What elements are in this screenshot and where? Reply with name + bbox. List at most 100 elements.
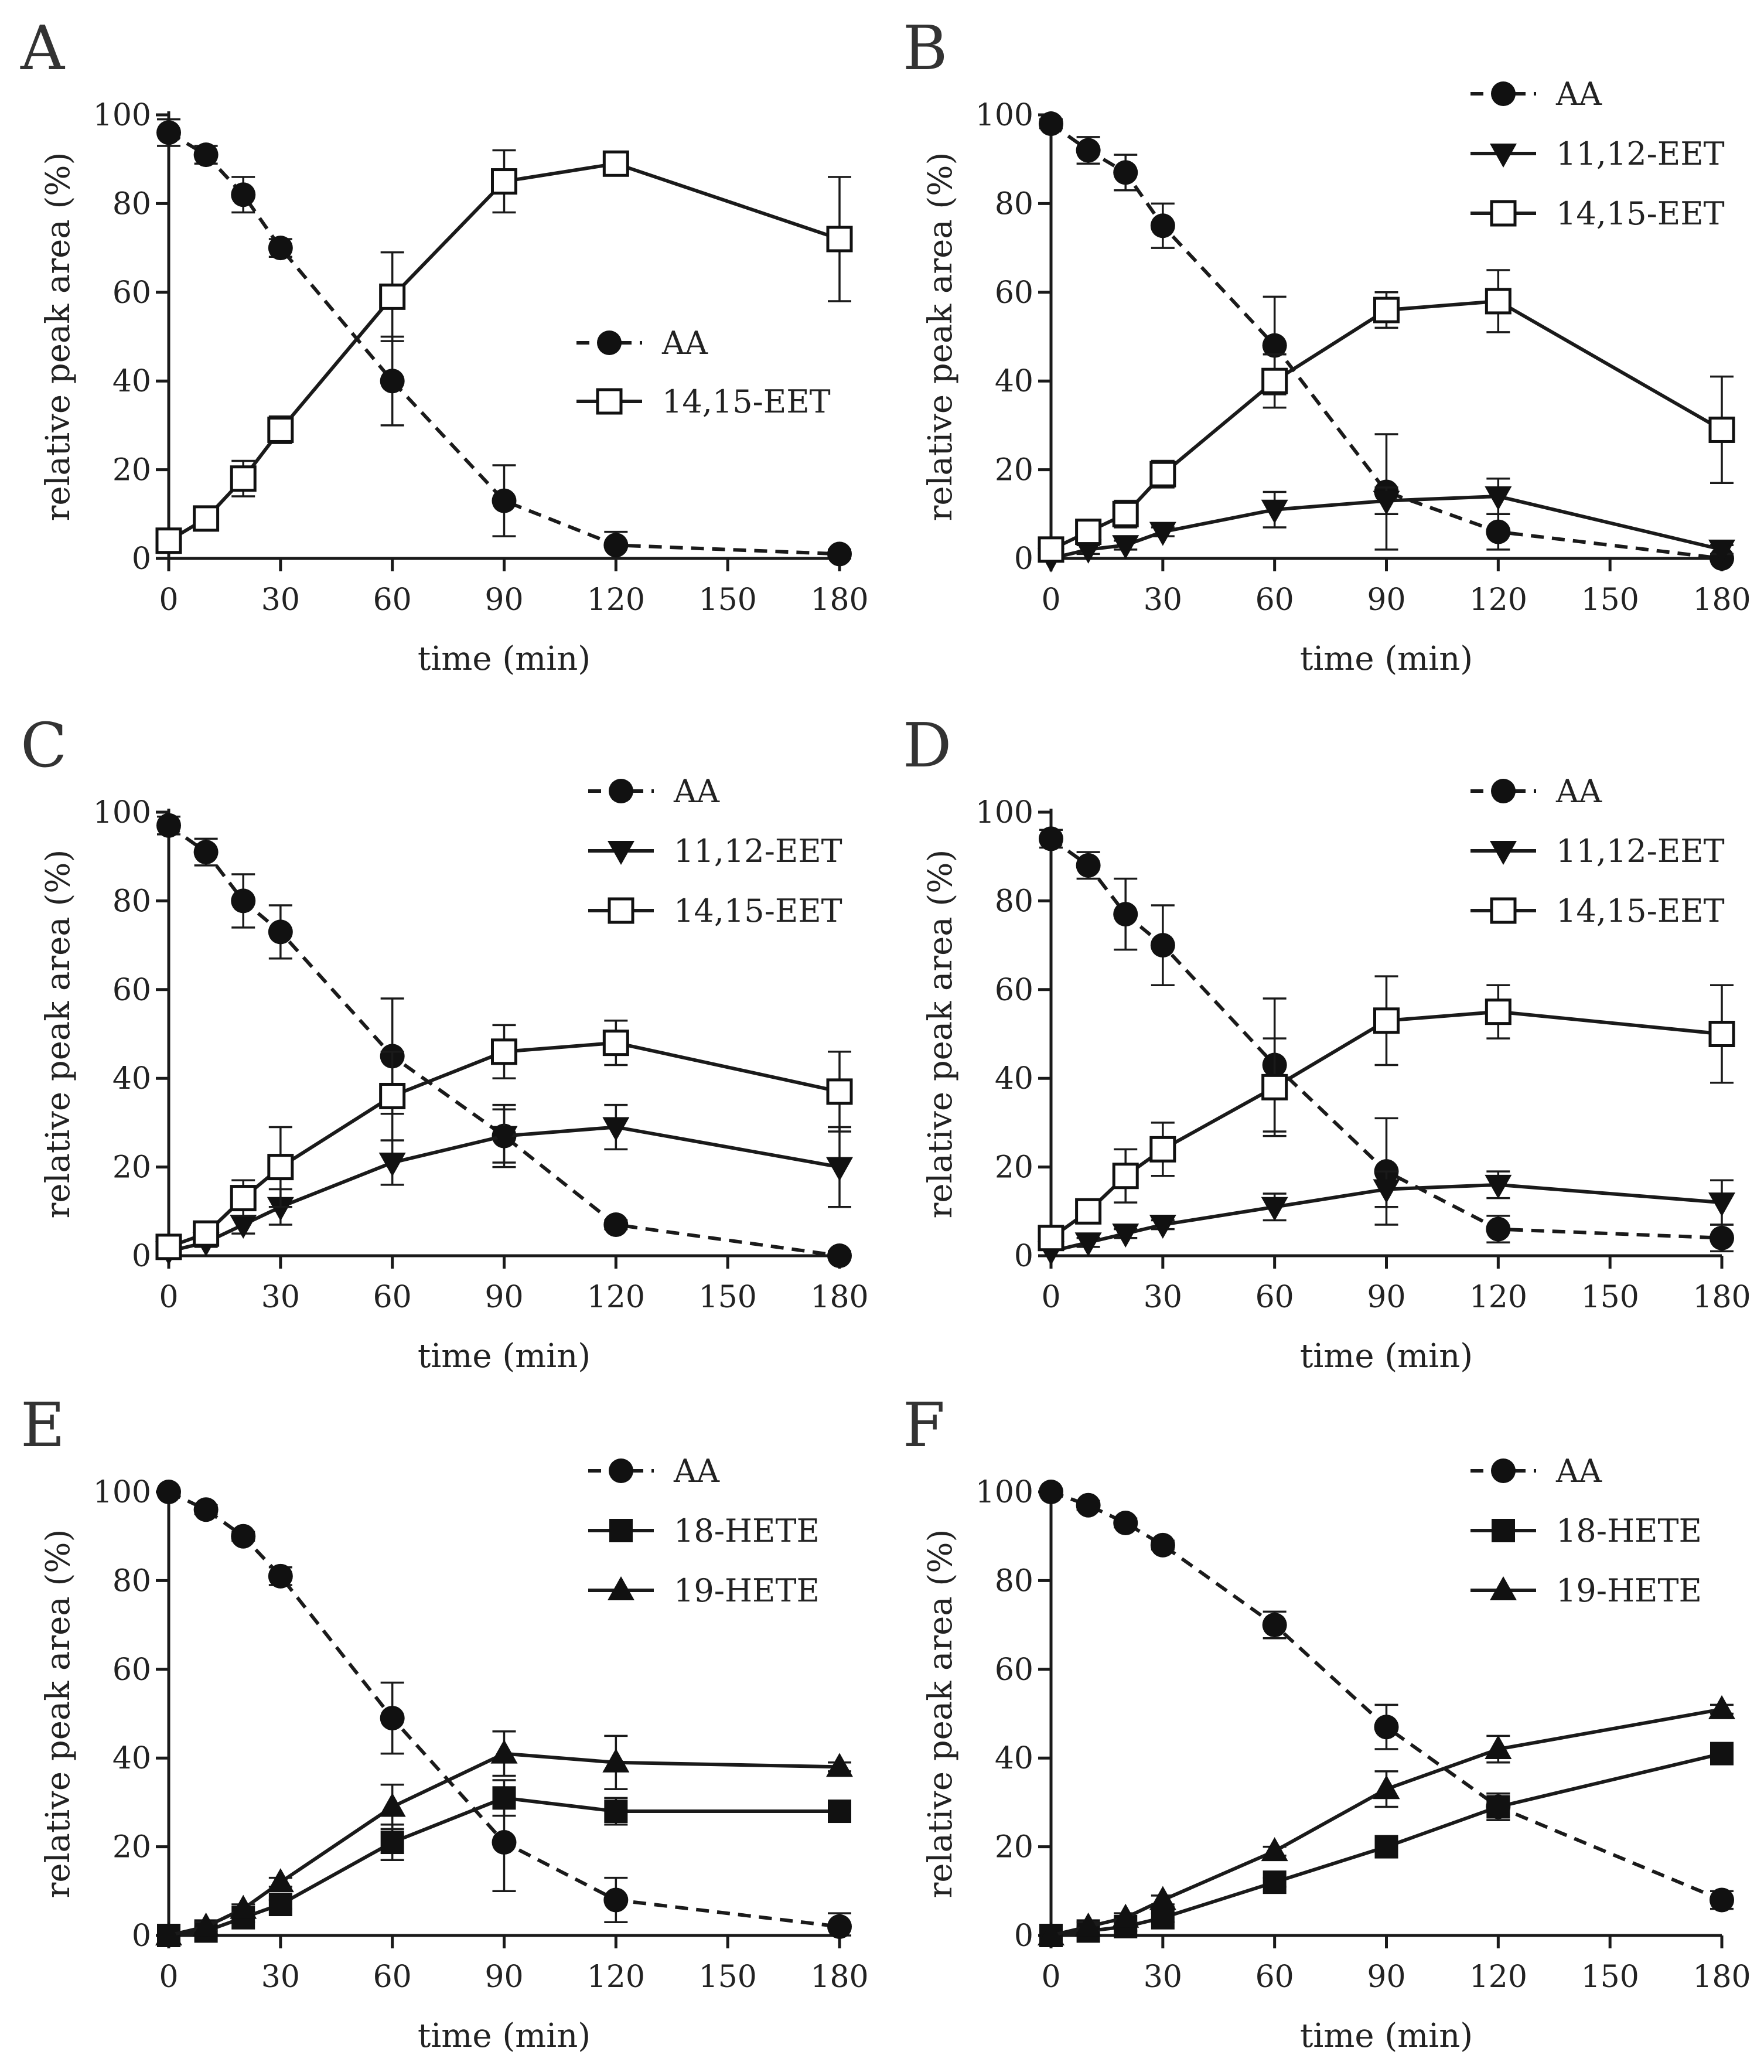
panel-e: E 0 20 40 60 80 100 0 30 60 90 120 150 180 time (min) r… xyxy=(21,1389,869,2055)
data-point-b-11-12-eet-30 xyxy=(1149,522,1176,546)
y-tick-label-a-20: 20 xyxy=(112,453,151,488)
legend-item-c-14-15-eet: 14,15-EET xyxy=(588,892,842,929)
data-point-e-18-hete-60 xyxy=(380,1831,404,1855)
data-point-c-aa-180 xyxy=(827,1243,852,1268)
legend-e: AA 18-HETE 19-HETE xyxy=(588,1453,820,1609)
panel-f: F 0 20 40 60 80 100 0 30 60 90 120 150 180 time (min) r… xyxy=(903,1389,1751,2055)
x-tick-label-c-90: 90 xyxy=(484,1280,523,1315)
data-point-d-aa-30 xyxy=(1150,933,1175,958)
data-point-b-aa-120 xyxy=(1486,519,1511,544)
y-tick-label-c-0: 0 xyxy=(132,1239,151,1274)
data-point-f-19-hete-30 xyxy=(1149,1886,1176,1910)
legend-label-a-aa: AA xyxy=(661,325,708,362)
legend-a: AA 14,15-EET xyxy=(576,325,831,420)
y-tick-label-d-40: 40 xyxy=(995,1061,1033,1096)
data-point-e-19-hete-180 xyxy=(826,1753,853,1777)
data-point-a-aa-30 xyxy=(268,236,293,261)
legend-item-c-aa: AA xyxy=(588,773,720,810)
data-point-a-14-15-eet-20 xyxy=(230,465,257,492)
legend-label-b-11-12-eet: 11,12-EET xyxy=(1556,135,1725,172)
data-point-d-11-12-eet-90 xyxy=(1373,1179,1400,1204)
x-tick-label-d-90: 90 xyxy=(1367,1280,1405,1315)
data-point-c-11-12-eet-30 xyxy=(267,1197,294,1221)
x-axis-label-a: time (min) xyxy=(418,640,591,678)
data-point-d-aa-180 xyxy=(1710,1225,1734,1250)
legend-label-d-11-12-eet: 11,12-EET xyxy=(1556,833,1725,870)
data-point-c-14-15-eet-60 xyxy=(379,1082,406,1109)
x-tick-label-b-60: 60 xyxy=(1255,582,1294,618)
data-point-e-19-hete-90 xyxy=(490,1739,518,1764)
data-point-b-11-12-eet-20 xyxy=(1112,535,1139,560)
data-point-e-18-hete-90 xyxy=(492,1786,516,1810)
y-axis-label-a: relative peak area (%) xyxy=(39,152,77,522)
legend-label-a-14-15-eet: 14,15-EET xyxy=(662,383,831,420)
data-point-d-14-15-eet-0 xyxy=(1038,1225,1064,1252)
y-tick-label-e-20: 20 xyxy=(112,1830,151,1865)
legend-item-b-11-12-eet: 11,12-EET xyxy=(1470,135,1725,172)
data-point-e-aa-180 xyxy=(827,1914,852,1939)
legend-label-f-19-hete: 19-HETE xyxy=(1556,1572,1702,1609)
data-point-c-14-15-eet-120 xyxy=(602,1030,629,1057)
data-point-d-aa-120 xyxy=(1486,1216,1511,1242)
x-tick-label-e-30: 30 xyxy=(261,1959,300,1995)
data-point-a-14-15-eet-180 xyxy=(826,226,853,253)
data-point-a-14-15-eet-60 xyxy=(379,283,406,310)
legend-label-e-aa: AA xyxy=(673,1453,720,1490)
y-tick-label-b-80: 80 xyxy=(995,186,1033,221)
legend-marker-b-11-12-eet xyxy=(1490,144,1517,168)
legend-marker-a-14-15-eet xyxy=(596,388,623,415)
x-tick-label-c-30: 30 xyxy=(261,1280,300,1315)
x-tick-label-c-120: 120 xyxy=(587,1280,645,1315)
data-point-a-aa-90 xyxy=(492,488,517,513)
legend-label-d-14-15-eet: 14,15-EET xyxy=(1556,892,1725,929)
x-tick-label-b-120: 120 xyxy=(1469,582,1527,618)
legend-marker-d-aa xyxy=(1491,779,1516,803)
data-point-d-11-12-eet-20 xyxy=(1112,1224,1139,1248)
data-point-b-14-15-eet-30 xyxy=(1149,461,1176,488)
data-point-c-aa-120 xyxy=(603,1212,629,1238)
y-tick-label-e-60: 60 xyxy=(112,1652,151,1688)
legend-item-a-aa: AA xyxy=(576,325,708,362)
legend-b: AA 11,12-EET 14,15-EET xyxy=(1470,76,1725,232)
legend-label-d-aa: AA xyxy=(1555,773,1602,810)
data-point-a-14-15-eet-90 xyxy=(491,168,517,195)
y-tick-label-a-80: 80 xyxy=(112,186,151,221)
data-point-f-19-hete-20 xyxy=(1112,1903,1139,1928)
data-point-f-aa-30 xyxy=(1150,1532,1175,1558)
data-point-c-aa-20 xyxy=(231,888,256,914)
x-tick-label-d-60: 60 xyxy=(1255,1280,1294,1315)
data-point-f-18-hete-90 xyxy=(1374,1835,1398,1859)
data-point-a-aa-180 xyxy=(827,541,852,567)
data-point-e-18-hete-30 xyxy=(268,1893,292,1917)
data-point-b-aa-20 xyxy=(1113,160,1138,185)
data-point-f-19-hete-180 xyxy=(1708,1695,1735,1719)
x-tick-label-e-180: 180 xyxy=(810,1959,868,1995)
data-point-b-14-15-eet-20 xyxy=(1112,500,1139,527)
x-tick-label-e-0: 0 xyxy=(159,1959,178,1995)
data-point-b-aa-60 xyxy=(1262,333,1287,358)
data-point-d-11-12-eet-10 xyxy=(1074,1232,1102,1257)
data-point-f-aa-180 xyxy=(1710,1887,1734,1913)
legend-marker-c-14-15-eet xyxy=(608,897,634,924)
data-point-c-14-15-eet-30 xyxy=(267,1154,294,1181)
legend-item-e-18-hete: 18-HETE xyxy=(588,1512,820,1549)
data-point-e-19-hete-0 xyxy=(155,1921,182,1945)
x-tick-label-f-30: 30 xyxy=(1144,1959,1182,1995)
data-point-b-aa-30 xyxy=(1150,213,1175,238)
data-point-c-aa-0 xyxy=(156,813,181,838)
y-tick-label-e-80: 80 xyxy=(112,1563,151,1599)
legend-marker-c-aa xyxy=(609,779,633,803)
data-point-d-14-15-eet-120 xyxy=(1485,998,1511,1025)
data-point-c-aa-10 xyxy=(193,840,219,865)
x-tick-label-d-120: 120 xyxy=(1469,1280,1527,1315)
y-tick-label-f-100: 100 xyxy=(975,1475,1033,1510)
y-tick-label-c-20: 20 xyxy=(112,1150,151,1185)
data-point-d-14-15-eet-10 xyxy=(1075,1198,1102,1225)
data-point-a-aa-120 xyxy=(603,533,629,558)
y-axis-label-c: relative peak area (%) xyxy=(39,850,77,1219)
y-axis-label-f: relative peak area (%) xyxy=(922,1529,960,1899)
x-tick-label-b-180: 180 xyxy=(1693,582,1751,618)
data-point-d-aa-10 xyxy=(1076,853,1101,878)
panel-letter-e: E xyxy=(21,1389,65,1461)
data-point-a-14-15-eet-10 xyxy=(193,505,220,532)
